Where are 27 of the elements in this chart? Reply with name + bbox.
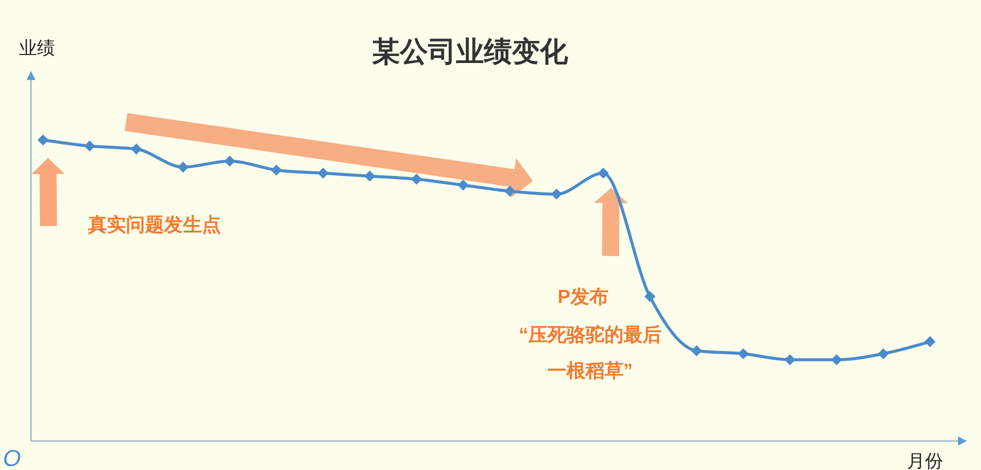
point [178, 162, 189, 173]
y-axis-title: 业绩 [19, 38, 55, 58]
annotation: 真实问题发生点 [87, 214, 221, 236]
point [598, 168, 609, 179]
text: O [3, 445, 21, 470]
point [458, 180, 469, 191]
point [878, 348, 889, 360]
point [831, 354, 842, 366]
chart-title: 某公司业绩变化 [372, 36, 569, 67]
point [691, 345, 702, 356]
annotation: P发布 [558, 287, 608, 308]
point [84, 140, 96, 152]
point [924, 336, 936, 348]
point [644, 291, 656, 302]
point [551, 188, 562, 200]
point [270, 164, 282, 176]
point [318, 168, 329, 179]
point [130, 144, 142, 155]
point [410, 174, 422, 185]
x-axis-title: 月份 [907, 451, 943, 470]
point [224, 156, 236, 167]
point [364, 170, 376, 182]
point [738, 348, 749, 360]
point [38, 134, 48, 146]
point [504, 186, 516, 197]
point [784, 354, 796, 366]
annotation: “压死骆驼的最后一根稻草” [518, 324, 662, 382]
